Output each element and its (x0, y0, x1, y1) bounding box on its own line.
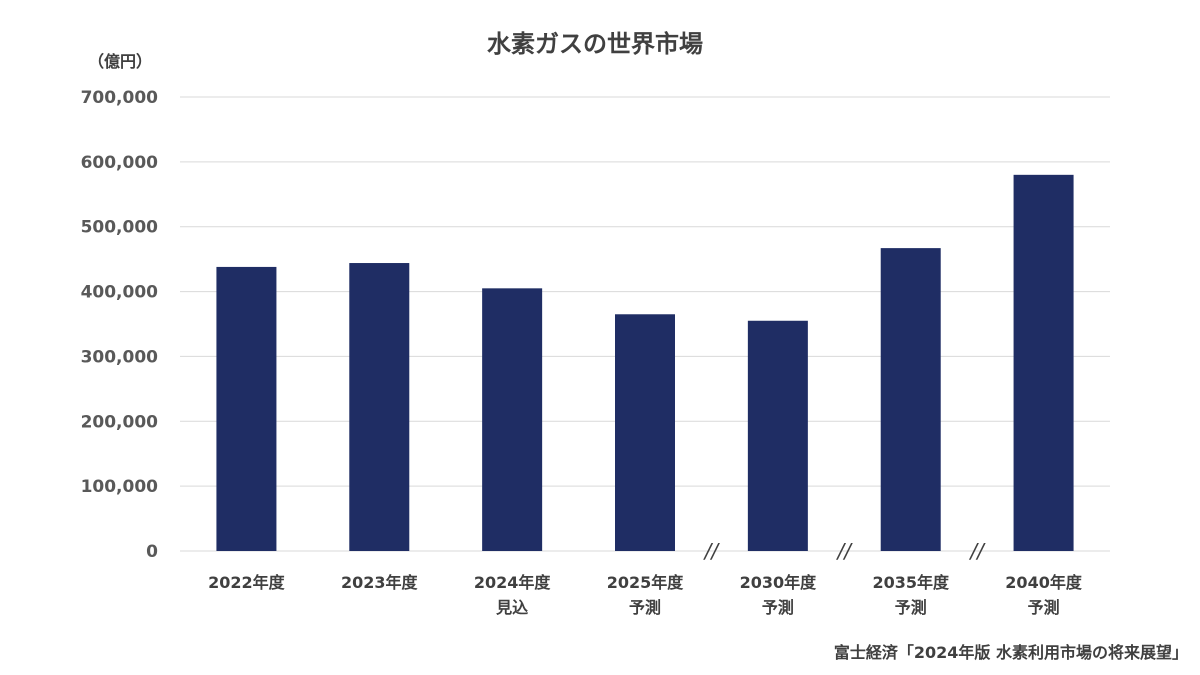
source-note: 富士経済「2024年版 水素利用市場の将来展望」 (834, 643, 1188, 662)
bars (216, 174, 1074, 552)
x-tick-label: 2022年度 (208, 573, 286, 592)
y-tick-label: 600,000 (81, 153, 159, 173)
y-tick-label: 100,000 (81, 477, 159, 497)
x-tick-label: 予測 (762, 598, 794, 617)
y-tick-label: 400,000 (81, 283, 159, 303)
x-axis-ticks: 2022年度 2023年度 2024年度見込2025年度予測2030年度予測2035… (208, 573, 1083, 617)
x-tick-label: 予測 (629, 598, 661, 617)
x-tick-label: 予測 (895, 598, 927, 617)
x-tick-label: 2025年度 (607, 573, 685, 592)
bar (349, 263, 410, 551)
x-tick-label: 予測 (1028, 598, 1060, 617)
bar (747, 320, 808, 551)
bar (216, 266, 277, 551)
x-tick-label: 2030年度 (740, 573, 818, 592)
y-tick-label: 500,000 (81, 218, 159, 238)
axis-break-marks: // // // (703, 539, 986, 563)
x-tick-label: 見込 (495, 598, 528, 617)
axis-break-mark: // (703, 539, 721, 563)
x-tick-label: 2035年度 (872, 573, 950, 592)
axis-break-mark: // (968, 539, 986, 563)
y-axis-ticks: 0 100,000 200,000 300,000 400,000 500,000 600,… (81, 88, 159, 562)
bar (482, 288, 543, 551)
y-tick-label: 0 (146, 542, 158, 562)
y-tick-label: 200,000 (81, 412, 159, 432)
y-tick-label: 700,000 (81, 88, 159, 108)
x-tick-label: 2040年度 (1005, 573, 1083, 592)
bar (880, 248, 941, 552)
axis-break-mark: // (836, 539, 854, 563)
bar (615, 314, 675, 551)
y-axis-label: （億円） (88, 52, 152, 71)
bar (1013, 174, 1074, 552)
y-tick-label: 300,000 (81, 347, 159, 367)
chart-title: 水素ガスの世界市場 (487, 30, 703, 58)
x-tick-label: 2024年度 (474, 573, 552, 592)
x-tick-label: 2023年度 (341, 573, 419, 592)
